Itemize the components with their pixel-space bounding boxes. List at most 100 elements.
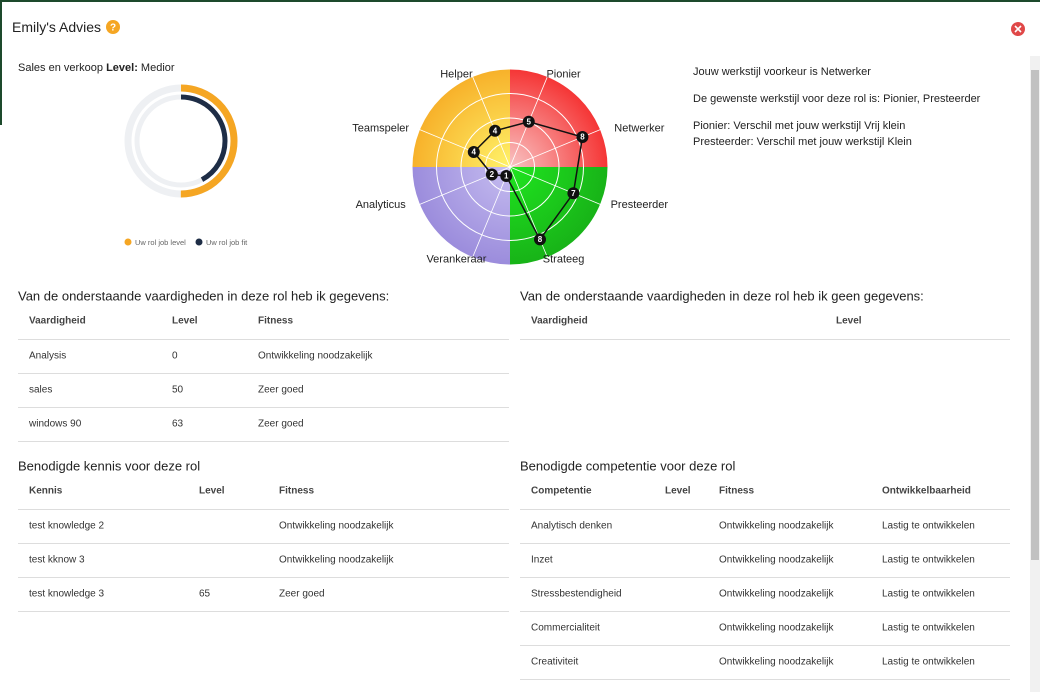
table-cell: windows 90 bbox=[29, 418, 82, 430]
radar-point bbox=[567, 187, 580, 200]
row-divider bbox=[18, 373, 509, 374]
table-cell: Analysis bbox=[29, 350, 67, 362]
legend-marker bbox=[195, 238, 203, 246]
column-header: Vaardigheid bbox=[29, 315, 86, 327]
column-header: Level bbox=[665, 485, 691, 497]
row-divider bbox=[18, 543, 509, 544]
table-cell: Ontwikkeling noodzakelijk bbox=[719, 622, 834, 634]
table-cell: 0 bbox=[172, 350, 178, 362]
table-cell: Creativiteit bbox=[531, 656, 579, 668]
advice-line: Pionier: Verschil met jouw werkstijl Vri… bbox=[693, 120, 906, 132]
quadrant bbox=[412, 69, 510, 167]
scrollbar[interactable] bbox=[1030, 56, 1040, 692]
radar-axis-label: Netwerker bbox=[614, 123, 664, 135]
backdrop-strip bbox=[0, 0, 2, 125]
legend-marker bbox=[124, 238, 132, 246]
row-divider bbox=[520, 339, 1010, 340]
table-cell: Ontwikkeling noodzakelijk bbox=[258, 350, 373, 362]
radar-spoke bbox=[509, 166, 601, 205]
radar-point bbox=[576, 130, 589, 143]
ring-arc bbox=[134, 94, 228, 188]
radar-point bbox=[534, 233, 547, 246]
radar-axis-label: Analyticus bbox=[356, 199, 407, 211]
radar-point bbox=[485, 168, 498, 181]
row-divider bbox=[520, 611, 1010, 612]
radar-ring bbox=[460, 117, 560, 217]
radar-axis-label: Verankeraar bbox=[426, 253, 486, 265]
table-cell: test knowledge 2 bbox=[29, 520, 105, 532]
radar-ring bbox=[411, 68, 609, 266]
table-cell: Lastig te ontwikkelen bbox=[882, 554, 975, 566]
radar-axis-label: Strateeg bbox=[543, 253, 585, 265]
radar-chart: Pionier Netwerker Presteerder Strateeg Veran… bbox=[352, 68, 668, 266]
table-cell: Zeer goed bbox=[258, 384, 304, 396]
column-header: Fitness bbox=[258, 315, 294, 327]
table-cell: Inzet bbox=[531, 554, 553, 566]
radar-point-label: 8 bbox=[538, 235, 543, 244]
radar-point bbox=[500, 170, 513, 183]
table-cell: Lastig te ontwikkelen bbox=[882, 656, 975, 668]
row-divider bbox=[520, 509, 1010, 510]
radar-point-label: 5 bbox=[527, 117, 532, 126]
svg-text:?: ? bbox=[110, 23, 116, 34]
table-cell: Ontwikkeling noodzakelijk bbox=[719, 520, 834, 532]
column-header: Fitness bbox=[719, 485, 755, 497]
advice-line: Jouw werkstijl voorkeur is Netwerker bbox=[693, 66, 871, 78]
radar-axis-label: Helper bbox=[440, 69, 473, 81]
close-button[interactable] bbox=[1010, 21, 1026, 37]
role-line: Sales en verkoop Level: Medior bbox=[18, 62, 175, 74]
quadrant bbox=[510, 167, 608, 265]
table-cell: Ontwikkeling noodzakelijk bbox=[719, 554, 834, 566]
row-divider bbox=[18, 509, 509, 510]
legend-label: Uw rol job level bbox=[135, 238, 186, 247]
role-name: Sales en verkoop bbox=[18, 62, 103, 74]
section-heading: Benodigde competentie voor deze rol bbox=[520, 458, 736, 474]
table-cell: Ontwikkeling noodzakelijk bbox=[279, 554, 394, 566]
row-divider bbox=[520, 543, 1010, 544]
radar-axis-label: Pionier bbox=[546, 69, 581, 81]
help-icon[interactable]: ? bbox=[105, 19, 121, 35]
role-level: Medior bbox=[140, 62, 175, 74]
column-header: Kennis bbox=[29, 485, 63, 497]
row-divider bbox=[520, 645, 1010, 646]
radar-point bbox=[488, 124, 501, 137]
level-label: Level: bbox=[106, 62, 138, 74]
section-heading: Van de onderstaande vaardigheden in deze… bbox=[520, 288, 924, 304]
table-cell: Commercialiteit bbox=[531, 622, 600, 634]
radar-ring bbox=[436, 93, 584, 241]
table-cell: 63 bbox=[172, 418, 184, 430]
radar-point-label: 4 bbox=[472, 148, 477, 157]
table-cell: Lastig te ontwikkelen bbox=[882, 520, 975, 532]
radar-point-label: 4 bbox=[493, 126, 498, 135]
radar-spoke bbox=[472, 166, 511, 258]
column-header: Level bbox=[172, 315, 198, 327]
row-divider bbox=[520, 577, 1010, 578]
table-cell: Stressbestendigheid bbox=[531, 588, 622, 600]
row-divider bbox=[18, 577, 509, 578]
column-header: Ontwikkelbaarheid bbox=[882, 485, 971, 497]
quadrant bbox=[412, 167, 510, 265]
table-cell: Zeer goed bbox=[258, 418, 304, 430]
radar-point-label: 2 bbox=[490, 170, 495, 179]
table-cell: Analytisch denken bbox=[531, 520, 613, 532]
column-header: Level bbox=[199, 485, 225, 497]
radar-point bbox=[467, 145, 480, 158]
column-header: Fitness bbox=[279, 485, 315, 497]
table-cell: test knowledge 3 bbox=[29, 588, 105, 600]
table-cell: Ontwikkeling noodzakelijk bbox=[279, 520, 394, 532]
advice-line: De gewenste werkstijl voor deze rol is: … bbox=[693, 93, 981, 105]
table-cell: Ontwikkeling noodzakelijk bbox=[719, 588, 834, 600]
advice-line: Presteerder: Verschil met jouw werkstijl… bbox=[693, 136, 912, 148]
row-divider bbox=[18, 407, 509, 408]
section-heading: Van de onderstaande vaardigheden in deze… bbox=[18, 288, 390, 304]
legend-label: Uw rol job fit bbox=[206, 238, 248, 247]
table-cell: test kknow 3 bbox=[29, 554, 85, 566]
ring-chart: Uw rol job level Uw rol job fit bbox=[124, 84, 248, 247]
row-divider bbox=[18, 339, 509, 340]
ring-arc bbox=[124, 84, 238, 198]
radar-point bbox=[522, 115, 535, 128]
column-header: Level bbox=[836, 315, 862, 327]
radar-point-label: 7 bbox=[571, 189, 576, 198]
row-divider bbox=[18, 611, 509, 612]
